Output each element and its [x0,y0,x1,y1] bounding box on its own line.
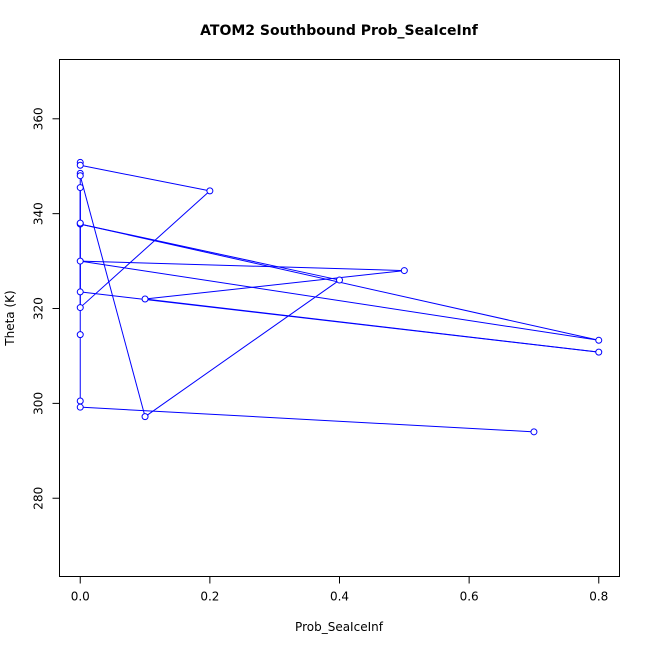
data-point [76,257,84,265]
data-point [595,336,603,344]
y-axis-label: Theta (K) [3,290,17,346]
series-segment [144,279,340,418]
series-layer [76,158,603,436]
x-tick-label: 0.8 [589,590,608,604]
data-point [76,161,84,169]
series-segment [80,260,599,341]
series-segment [80,291,599,353]
data-point [400,267,408,275]
x-tick-label: 0.6 [460,590,479,604]
x-axis-label: Prob_SeaIceInf [295,620,384,634]
y-axis: 280 300 320 340 360 [32,107,60,510]
x-tick-label: 0.4 [330,590,349,604]
x-axis: 0.0 0.2 0.4 0.6 0.8 [71,576,608,604]
y-tick-label: 280 [32,487,46,510]
series-segment [80,406,534,433]
data-point [76,219,84,227]
data-point [530,428,538,436]
series-segment [80,164,210,192]
y-tick-label: 320 [32,297,46,320]
chart-title: ATOM2 Southbound Prob_SeaIceInf [200,23,479,39]
y-tick-label: 360 [32,107,46,130]
data-point [76,172,84,180]
data-point [76,304,84,312]
data-point [76,288,84,296]
data-point [76,331,84,339]
data-point [336,276,343,284]
y-tick-label: 300 [32,392,46,415]
series-segment [145,270,405,300]
x-tick-label: 0.2 [200,590,219,604]
data-point [206,187,214,195]
series-segment [80,260,405,272]
series-segment [79,175,146,417]
data-point [76,184,84,192]
data-point [595,348,603,356]
data-point [76,397,84,405]
data-point [76,403,84,411]
plot-frame [59,59,620,577]
data-point [141,413,149,421]
y-tick-label: 340 [32,202,46,225]
data-point [141,295,149,303]
x-tick-label: 0.0 [71,590,90,604]
series-segment [79,190,211,308]
